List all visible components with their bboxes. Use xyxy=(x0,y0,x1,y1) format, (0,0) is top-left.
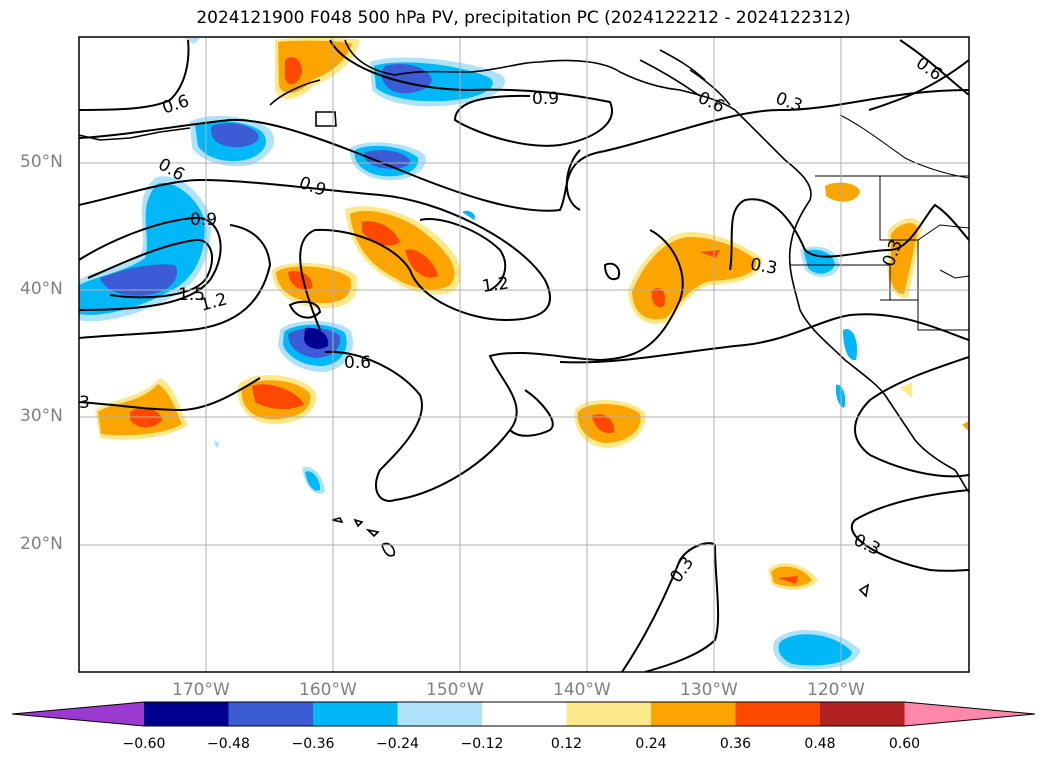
positive-precip-shading xyxy=(95,37,969,590)
contour-label: 0.9 xyxy=(296,173,328,201)
colorbar-low-extend xyxy=(12,702,144,726)
political-borders xyxy=(790,114,969,331)
colorbar-tick-label: −0.48 xyxy=(207,736,250,752)
lat-label: 30°N xyxy=(20,406,63,426)
gridlines xyxy=(79,37,969,672)
colorbar-tick-label: −0.24 xyxy=(376,736,419,752)
lat-label: 40°N xyxy=(20,279,63,299)
contour-label: 0.9 xyxy=(190,210,217,230)
coastlines xyxy=(79,39,969,598)
colorbar-tick-label: 0.36 xyxy=(719,736,752,752)
colorbar-tick-label: 0.48 xyxy=(804,736,836,752)
lat-label: 20°N xyxy=(20,534,63,554)
colorbar-tick-label: −0.36 xyxy=(291,736,335,752)
colorbar-tick-label: −0.60 xyxy=(122,736,166,752)
colorbar-tick-label: 0.60 xyxy=(888,736,921,752)
lon-label: 150°W xyxy=(426,680,484,700)
lon-label: 130°W xyxy=(680,680,738,700)
contour-label: 0.9 xyxy=(532,89,559,109)
contour-labels: 0.6 0.6 0.9 0.9 1.5 1.2 1.2 0.6 0.9 0.6 … xyxy=(79,53,946,587)
colorbar-high-extend xyxy=(904,702,1035,726)
colorbar-segment xyxy=(820,702,905,726)
colorbar-tick-label: 0.12 xyxy=(550,736,583,752)
contour-label: 0.6 xyxy=(160,91,192,118)
colorbar-segment xyxy=(566,702,651,726)
lon-label: 160°W xyxy=(299,680,357,700)
map-frame xyxy=(78,36,970,673)
contour-label: 0.3 xyxy=(773,89,805,117)
colorbar-segment xyxy=(735,702,820,726)
contour-label: 3 xyxy=(79,393,90,413)
colorbar-tick-label: 0.24 xyxy=(635,736,667,752)
lon-label: 140°W xyxy=(553,680,611,700)
lon-label: 120°W xyxy=(807,680,865,700)
contour-label: 1.5 xyxy=(178,285,205,305)
colorbar-segment xyxy=(482,702,567,726)
colorbar-segment xyxy=(651,702,736,726)
colorbar-segment xyxy=(313,702,398,726)
colorbar-outline xyxy=(11,701,1036,727)
contour-label: 0.6 xyxy=(695,88,728,118)
colorbar-segment xyxy=(397,702,482,726)
lat-label: 50°N xyxy=(20,152,63,172)
negative-precip-shading xyxy=(79,38,860,670)
map-title: 2024121900 F048 500 hPa PV, precipitatio… xyxy=(196,8,851,28)
lon-label: 170°W xyxy=(172,680,230,700)
contour-label: 0.3 xyxy=(749,255,779,279)
contour-label: 0.6 xyxy=(344,353,371,373)
colorbar xyxy=(11,701,1036,727)
contour-label: 1.2 xyxy=(481,273,511,297)
colorbar-tick-label: −0.12 xyxy=(460,736,504,752)
pv-contours xyxy=(79,39,969,672)
colorbar-segment xyxy=(228,702,313,726)
colorbar-segment xyxy=(144,702,229,726)
